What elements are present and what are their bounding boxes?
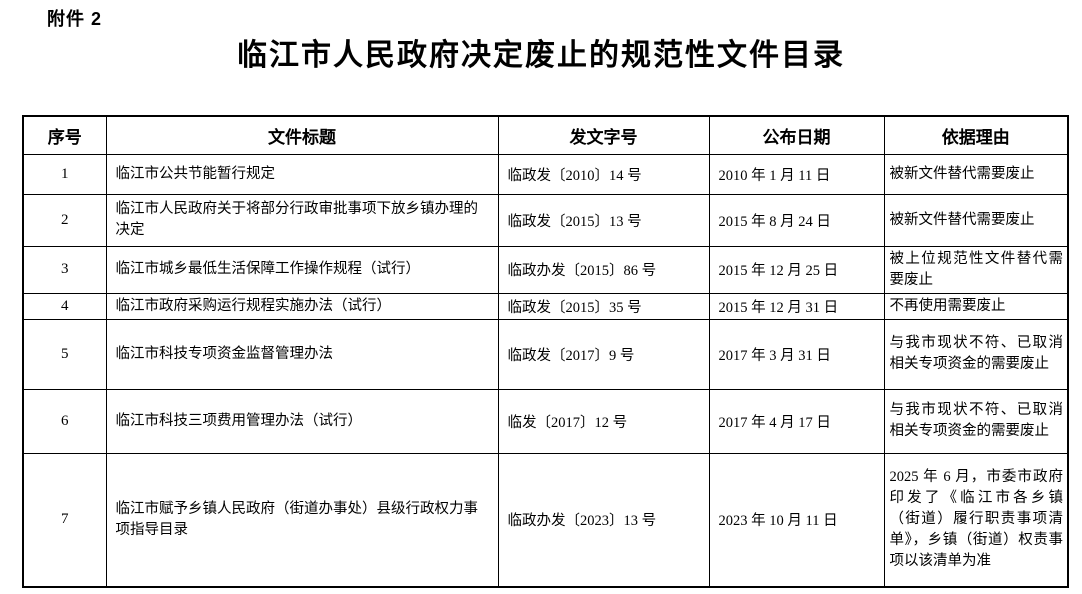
cell-no: 4 [22, 292, 107, 320]
cell-doc-no: 临政办发〔2015〕86 号 [497, 245, 710, 294]
cell-no: 3 [22, 245, 107, 294]
cell-date: 2010 年 1 月 11 日 [708, 153, 885, 195]
table-row: 2 临江市人民政府关于将部分行政审批事项下放乡镇办理的决定 临政发〔2015〕13 … [22, 193, 1069, 247]
cell-no: 5 [22, 318, 107, 390]
cell-date: 2015 年 12 月 25 日 [708, 245, 885, 294]
cell-title: 临江市人民政府关于将部分行政审批事项下放乡镇办理的决定 [105, 193, 499, 247]
page-title: 临江市人民政府决定废止的规范性文件目录 [237, 39, 845, 72]
header-reason: 依据理由 [883, 115, 1069, 155]
cell-title: 临江市城乡最低生活保障工作操作规程（试行） [105, 245, 499, 294]
cell-reason: 不再使用需要废止 [883, 292, 1069, 320]
cell-title: 临江市公共节能暂行规定 [105, 153, 499, 195]
cell-date: 2017 年 3 月 31 日 [708, 318, 885, 390]
cell-reason: 被上位规范性文件替代需要废止 [883, 245, 1069, 294]
cell-doc-no: 临政办发〔2023〕13 号 [497, 452, 710, 588]
table-row: 6 临江市科技三项费用管理办法（试行） 临发〔2017〕12 号 2017 年 4 月… [22, 388, 1069, 454]
header-title: 文件标题 [105, 115, 499, 155]
cell-reason: 被新文件替代需要废止 [883, 153, 1069, 195]
attachment-label: 附件 2 [47, 9, 103, 29]
cell-date: 2017 年 4 月 17 日 [708, 388, 885, 454]
header-date: 公布日期 [708, 115, 885, 155]
repealed-documents-table: 序号 文件标题 发文字号 公布日期 依据理由 1 临江市公共节能暂行规定 临政发〔2… [22, 115, 1069, 588]
table-row: 7 临江市赋予乡镇人民政府（街道办事处）县级行政权力事项指导目录 临政办发〔2023… [22, 452, 1069, 588]
cell-doc-no: 临政发〔2015〕13 号 [497, 193, 710, 247]
header-row: 序号 文件标题 发文字号 公布日期 依据理由 [22, 115, 1069, 155]
cell-no: 7 [22, 452, 107, 588]
cell-reason: 与我市现状不符、已取消相关专项资金的需要废止 [883, 388, 1069, 454]
cell-title: 临江市科技专项资金监督管理办法 [105, 318, 499, 390]
table-row: 3 临江市城乡最低生活保障工作操作规程（试行） 临政办发〔2015〕86 号 2015… [22, 245, 1069, 294]
table-row: 1 临江市公共节能暂行规定 临政发〔2010〕14 号 2010 年 1 月 11 日… [22, 153, 1069, 195]
cell-reason: 与我市现状不符、已取消相关专项资金的需要废止 [883, 318, 1069, 390]
table-body: 1 临江市公共节能暂行规定 临政发〔2010〕14 号 2010 年 1 月 11 日… [22, 153, 1069, 588]
table-row: 5 临江市科技专项资金监督管理办法 临政发〔2017〕9 号 2017 年 3 月 3… [22, 318, 1069, 390]
cell-date: 2015 年 12 月 31 日 [708, 292, 885, 320]
cell-reason: 2025 年 6 月，市委市政府印发了《临江市各乡镇（街道）履行职责事项清单》，… [883, 452, 1069, 588]
table-row: 4 临江市政府采购运行规程实施办法（试行） 临政发〔2015〕35 号 2015 年 … [22, 292, 1069, 320]
cell-date: 2015 年 8 月 24 日 [708, 193, 885, 247]
header-doc-no: 发文字号 [497, 115, 710, 155]
cell-reason: 被新文件替代需要废止 [883, 193, 1069, 247]
cell-no: 1 [22, 153, 107, 195]
cell-no: 2 [22, 193, 107, 247]
cell-title: 临江市赋予乡镇人民政府（街道办事处）县级行政权力事项指导目录 [105, 452, 499, 588]
table-header: 序号 文件标题 发文字号 公布日期 依据理由 [22, 115, 1069, 155]
cell-doc-no: 临政发〔2017〕9 号 [497, 318, 710, 390]
cell-doc-no: 临政发〔2015〕35 号 [497, 292, 710, 320]
cell-doc-no: 临发〔2017〕12 号 [497, 388, 710, 454]
header-no: 序号 [22, 115, 107, 155]
cell-no: 6 [22, 388, 107, 454]
cell-doc-no: 临政发〔2010〕14 号 [497, 153, 710, 195]
cell-title: 临江市科技三项费用管理办法（试行） [105, 388, 499, 454]
cell-date: 2023 年 10 月 11 日 [708, 452, 885, 588]
cell-title: 临江市政府采购运行规程实施办法（试行） [105, 292, 499, 320]
